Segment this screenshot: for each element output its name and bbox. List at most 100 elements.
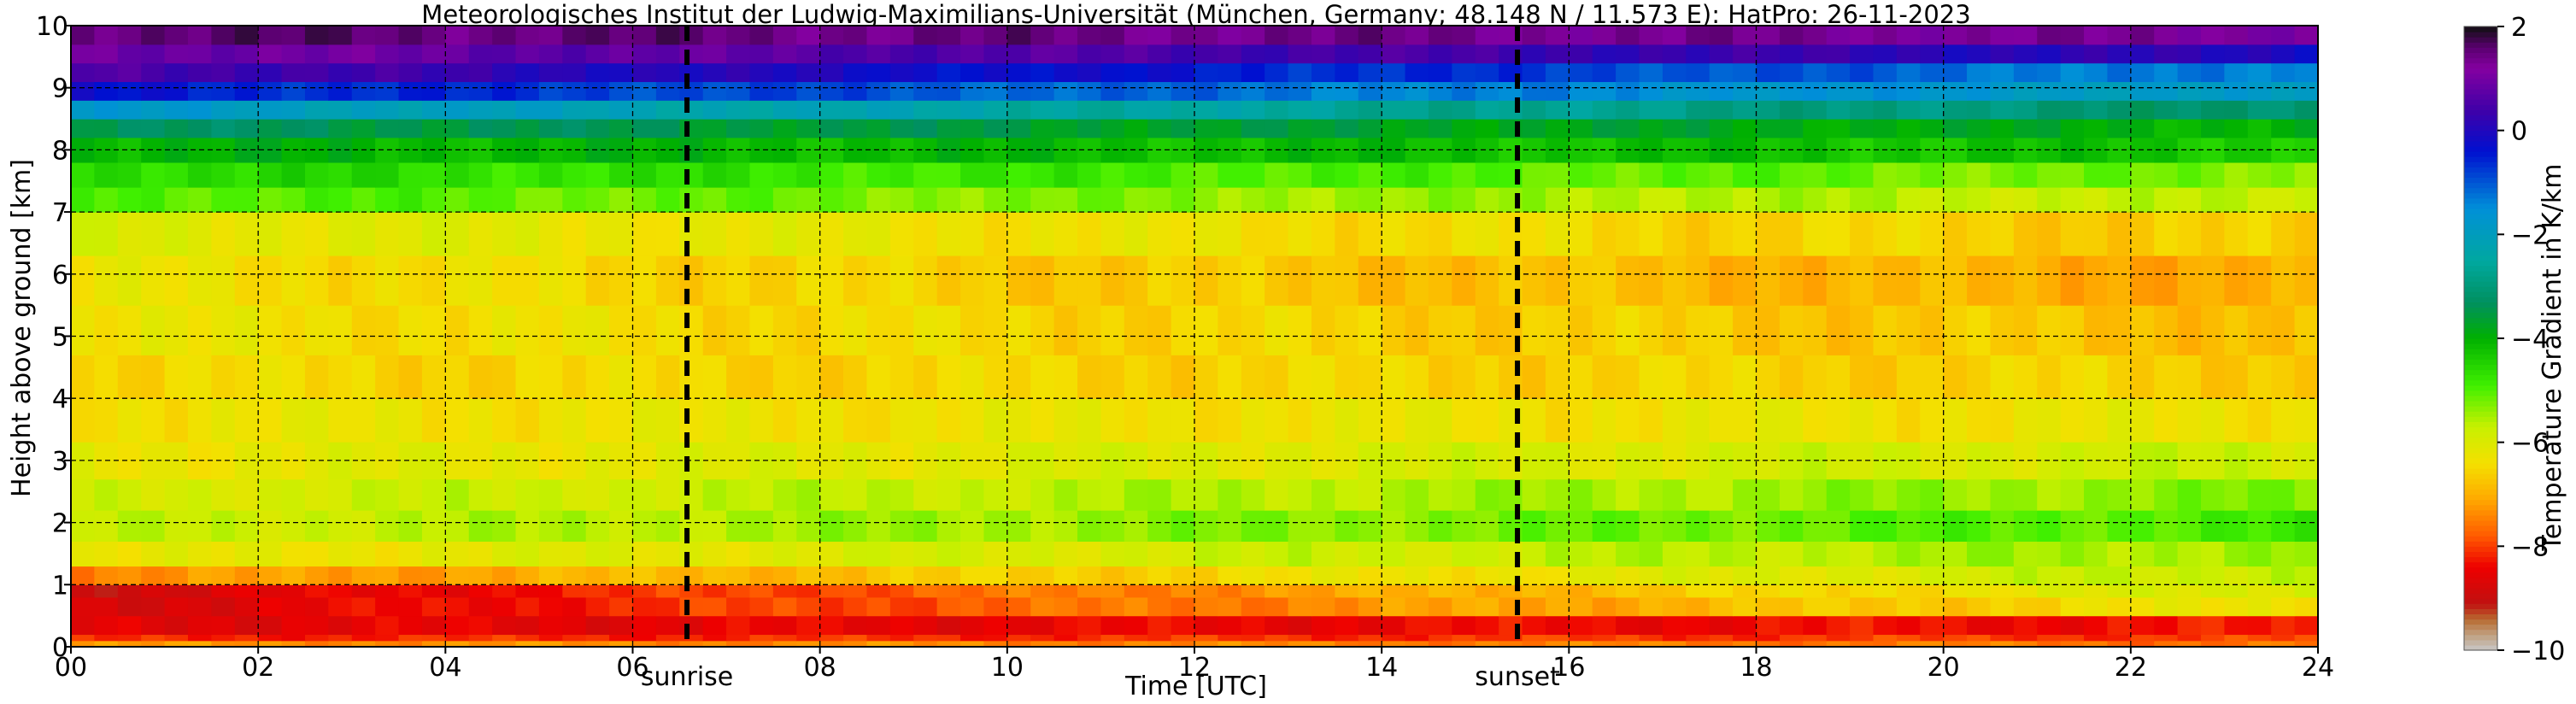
- heatmap-cell: [1382, 255, 1406, 306]
- heatmap-cell: [1967, 44, 1992, 64]
- heatmap-cell: [609, 44, 634, 64]
- heatmap-cell: [1569, 81, 1593, 101]
- heatmap-cell: [1218, 398, 1242, 443]
- heatmap-cell: [538, 161, 563, 188]
- heatmap-cell: [164, 634, 189, 642]
- heatmap-cell: [468, 100, 493, 120]
- heatmap-cell: [1826, 305, 1851, 355]
- heatmap-cell: [913, 44, 938, 64]
- heatmap-cell: [1475, 212, 1499, 256]
- heatmap-cell: [1265, 161, 1289, 188]
- heatmap-cell: [1053, 398, 1078, 443]
- heatmap-cell: [1124, 566, 1148, 585]
- heatmap-cell: [1850, 640, 1875, 648]
- heatmap-cell: [187, 640, 212, 648]
- heatmap-cell: [1428, 398, 1452, 443]
- heatmap-cell: [328, 584, 353, 598]
- heatmap-cell: [2177, 566, 2202, 585]
- heatmap-cell: [1967, 100, 1992, 120]
- heatmap-cell: [1522, 119, 1546, 138]
- heatmap-cell: [2177, 596, 2202, 617]
- heatmap-cell: [1124, 541, 1148, 567]
- heatmap-cell: [515, 255, 540, 306]
- heatmap-cell: [889, 566, 914, 585]
- heatmap-cell: [351, 187, 376, 213]
- heatmap-cell: [421, 44, 446, 64]
- heatmap-cell: [187, 541, 212, 567]
- heatmap-cell: [1569, 161, 1593, 188]
- colorbar-segment: [2464, 514, 2497, 521]
- heatmap-cell: [2107, 26, 2132, 45]
- heatmap-cell: [1241, 305, 1265, 355]
- heatmap-cell: [1569, 596, 1593, 617]
- heatmap-cell: [1358, 584, 1382, 598]
- heatmap-cell: [421, 398, 446, 443]
- heatmap-cell: [2130, 26, 2155, 45]
- heatmap-cell: [2224, 478, 2249, 511]
- heatmap-cell: [913, 398, 938, 443]
- heatmap-cell: [655, 26, 680, 45]
- heatmap-cell: [726, 62, 751, 83]
- heatmap-cell: [1779, 81, 1804, 101]
- heatmap-cell: [1686, 62, 1710, 83]
- heatmap-cell: [1265, 212, 1289, 256]
- heatmap-cell: [632, 255, 657, 306]
- heatmap-cell: [1382, 584, 1406, 598]
- heatmap-cell: [538, 44, 563, 64]
- heatmap-cell: [1522, 510, 1546, 543]
- heatmap-cell: [1896, 44, 1921, 64]
- heatmap-cell: [1311, 44, 1335, 64]
- heatmap-cell: [1265, 566, 1289, 585]
- heatmap-cell: [562, 640, 587, 648]
- heatmap-cell: [1545, 161, 1570, 188]
- heatmap-cell: [2154, 100, 2179, 120]
- heatmap-cell: [2154, 640, 2179, 648]
- heatmap-cell: [328, 44, 353, 64]
- heatmap-cell: [1194, 26, 1218, 45]
- colorbar-segment: [2464, 588, 2497, 594]
- colorbar-segment: [2464, 499, 2497, 506]
- heatmap-cell: [796, 161, 821, 188]
- heatmap-cell: [1850, 596, 1875, 617]
- heatmap-cell: [1967, 26, 1992, 45]
- heatmap-cell: [819, 161, 844, 188]
- colorbar-segment: [2464, 536, 2497, 542]
- heatmap-cell: [1358, 566, 1382, 585]
- heatmap-cell: [913, 305, 938, 355]
- heatmap-cell: [2107, 442, 2132, 480]
- heatmap-cell: [1616, 478, 1640, 511]
- heatmap-cell: [2247, 596, 2272, 617]
- colorbar-segment: [2464, 639, 2497, 646]
- heatmap-cell: [843, 442, 868, 480]
- heatmap-cell: [1265, 584, 1289, 598]
- heatmap-cell: [468, 398, 493, 443]
- heatmap-cell: [1311, 541, 1335, 567]
- heatmap-cell: [2107, 541, 2132, 567]
- heatmap-cell: [1803, 100, 1828, 120]
- heatmap-cell: [211, 584, 236, 598]
- colorbar-segment: [2464, 286, 2497, 292]
- heatmap-cell: [1335, 187, 1359, 213]
- heatmap-cell: [94, 161, 119, 188]
- heatmap-cell: [819, 596, 844, 617]
- heatmap-cell: [1826, 584, 1851, 598]
- heatmap-cell: [1006, 81, 1031, 101]
- heatmap-cell: [702, 212, 727, 256]
- heatmap-cell: [211, 62, 236, 83]
- heatmap-cell: [94, 640, 119, 648]
- heatmap-cell: [187, 596, 212, 617]
- heatmap-cell: [679, 355, 704, 399]
- x-axis-label: Time [UTC]: [1124, 672, 1267, 701]
- heatmap-cell: [1452, 305, 1476, 355]
- heatmap-cell: [515, 584, 540, 598]
- heatmap-cell: [141, 634, 166, 642]
- heatmap-cell: [351, 305, 376, 355]
- heatmap-cell: [1709, 510, 1734, 543]
- heatmap-cell: [889, 44, 914, 64]
- heatmap-cell: [2294, 26, 2319, 45]
- heatmap-cell: [2247, 398, 2272, 443]
- heatmap-cell: [421, 119, 446, 138]
- heatmap-cell: [1405, 305, 1429, 355]
- heatmap-cell: [960, 26, 985, 45]
- colorbar-segment: [2464, 582, 2497, 589]
